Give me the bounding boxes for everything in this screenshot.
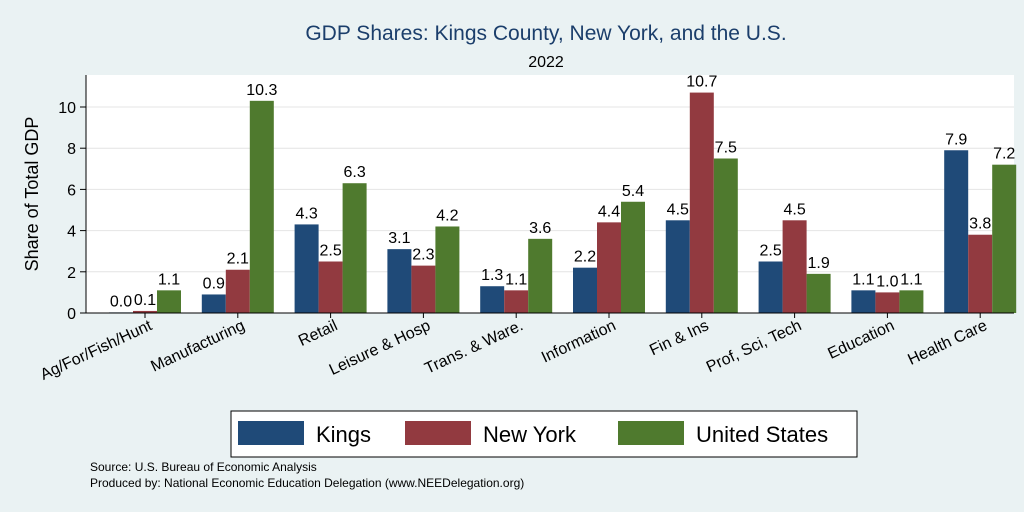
bar-2-3 (318, 261, 343, 313)
y-axis-label: Share of Total GDP (22, 117, 42, 272)
bar-1-10 (944, 150, 969, 313)
data-label-1-6: 2.2 (574, 249, 596, 266)
chart-title: GDP Shares: Kings County, New York, and … (305, 22, 786, 45)
legend: Kings New York United States (230, 410, 858, 458)
bar-3-5 (528, 238, 553, 313)
bar-3-10 (992, 164, 1017, 313)
bar-1-6 (573, 267, 597, 313)
bar-3-8 (806, 273, 831, 313)
legend-swatch-2 (405, 421, 471, 445)
data-label-2-8: 4.5 (783, 201, 805, 218)
bar-2-7 (689, 92, 714, 313)
data-label-2-6: 4.4 (598, 203, 620, 220)
data-label-1-2: 0.9 (203, 275, 225, 292)
data-label-2-1: 0.1 (134, 292, 156, 309)
data-label-1-7: 4.5 (667, 201, 689, 218)
data-label-3-1: 1.1 (158, 271, 180, 288)
bar-1-2 (201, 294, 226, 313)
legend-label-2: New York (483, 422, 577, 447)
bar-2-1 (133, 310, 157, 313)
bar-1-9 (851, 290, 876, 313)
data-label-2-7: 10.7 (686, 74, 717, 91)
y-tick-label-8: 8 (67, 141, 76, 158)
bar-3-2 (249, 100, 274, 313)
data-label-1-1: 0.0 (110, 293, 132, 310)
bar-1-5 (480, 286, 505, 313)
data-label-2-5: 1.1 (505, 271, 527, 288)
data-label-3-5: 3.6 (529, 220, 551, 237)
bar-1-3 (294, 224, 319, 313)
produced-by-note: Produced by: National Economic Education… (90, 476, 524, 490)
data-labels-layer: 0.0 0.11.1 0.92.110.34.32.56.33.12.34.21.3… (110, 74, 1016, 311)
bar-3-6 (621, 201, 645, 313)
legend-label-3: United States (696, 422, 828, 447)
data-label-3-3: 6.3 (343, 164, 365, 181)
bar-1-8 (758, 261, 783, 313)
bar-3-9 (899, 290, 924, 313)
legend-swatch-3 (618, 421, 684, 445)
y-axis: 0 2 4 6 8 10 (58, 75, 87, 323)
data-label-1-3: 4.3 (295, 205, 317, 222)
bar-3-7 (713, 158, 738, 313)
data-label-3-9: 1.1 (900, 271, 922, 288)
data-label-1-5: 1.3 (481, 267, 503, 284)
bar-2-2 (225, 269, 250, 313)
bar-2-6 (597, 222, 621, 313)
data-label-2-3: 2.5 (319, 243, 341, 260)
bar-3-1 (157, 290, 181, 313)
data-label-2-10: 3.8 (969, 216, 991, 233)
bar-2-8 (782, 220, 807, 313)
bar-1-7 (665, 220, 690, 313)
bar-3-3 (342, 183, 367, 313)
y-tick-label-4: 4 (67, 224, 76, 241)
chart-subtitle: 2022 (528, 54, 564, 71)
data-label-1-8: 2.5 (759, 243, 781, 260)
bar-1-4 (387, 249, 412, 313)
data-label-2-2: 2.1 (227, 251, 249, 268)
bar-2-4 (411, 265, 436, 313)
data-label-3-7: 7.5 (715, 140, 737, 157)
y-tick-label-6: 6 (67, 182, 76, 199)
bar-2-10 (968, 234, 993, 313)
legend-box (230, 410, 858, 458)
data-label-1-4: 3.1 (388, 230, 410, 247)
data-label-3-8: 1.9 (807, 255, 829, 272)
data-label-1-9: 1.1 (852, 271, 874, 288)
bar-3-4 (435, 226, 460, 313)
legend-label-1: Kings (316, 422, 371, 447)
data-label-2-4: 2.3 (412, 247, 434, 264)
data-label-2-9: 1.0 (876, 273, 898, 290)
data-label-3-6: 5.4 (622, 183, 644, 200)
y-tick-label-2: 2 (67, 265, 76, 282)
data-label-1-10: 7.9 (945, 131, 967, 148)
source-note: Source: U.S. Bureau of Economic Analysis (90, 460, 317, 474)
legend-swatch-1 (238, 421, 304, 445)
data-label-3-4: 4.2 (436, 207, 458, 224)
y-tick-label-0: 0 (67, 306, 76, 323)
y-tick-label-10: 10 (58, 100, 76, 117)
data-label-3-2: 10.3 (246, 82, 277, 99)
bar-2-5 (504, 290, 529, 313)
bar-2-9 (875, 292, 900, 313)
bars-layer (109, 92, 1017, 313)
data-label-3-10: 7.2 (993, 146, 1015, 163)
